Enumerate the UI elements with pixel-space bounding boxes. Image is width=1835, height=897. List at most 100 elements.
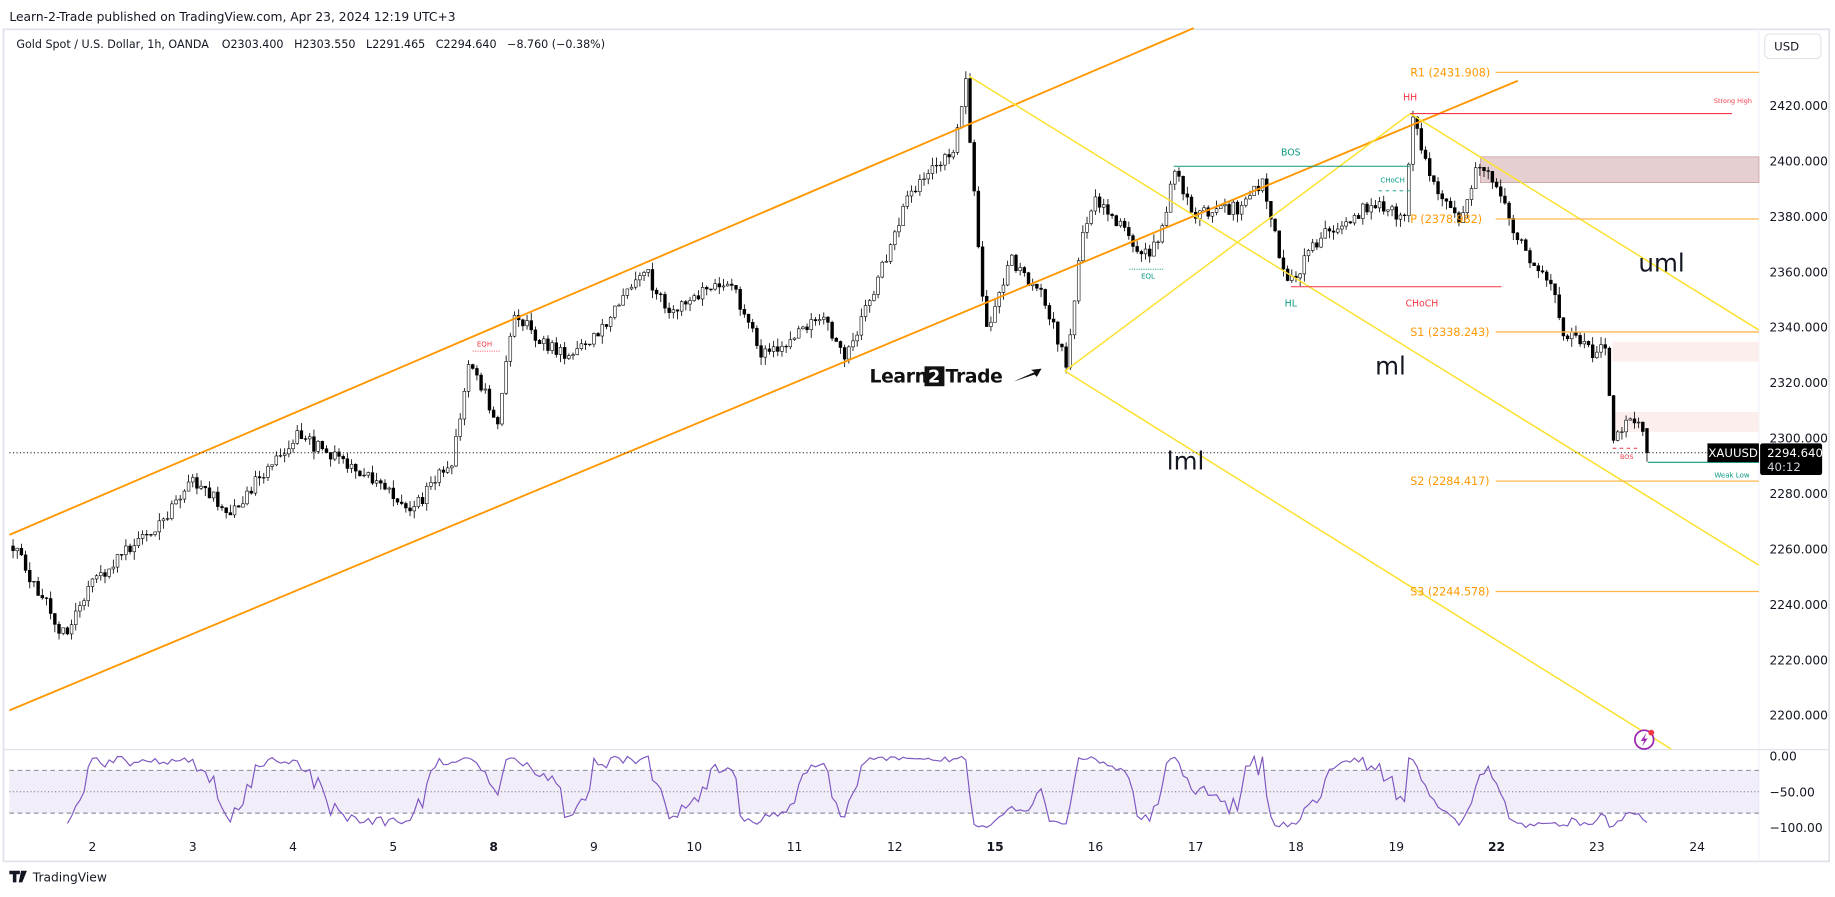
- candle: [341, 454, 345, 464]
- candle-body: [19, 547, 24, 556]
- candle: [537, 338, 542, 345]
- candle-body: [1586, 341, 1591, 346]
- ascending-channel[interactable]: [8, 27, 1519, 712]
- candle-body: [387, 487, 391, 490]
- candle: [136, 531, 141, 549]
- candle: [1327, 226, 1332, 239]
- candle: [755, 325, 759, 349]
- price-tick-label: 2340.000: [1769, 321, 1828, 335]
- time-axis[interactable]: 2 3 4 5 8 9 10 11 12 15 16 17 18 19 22 23 24: [89, 840, 1706, 854]
- candle-body: [224, 507, 228, 513]
- candle: [592, 332, 596, 348]
- candle: [1553, 283, 1557, 304]
- candle: [454, 428, 458, 468]
- candle-body: [529, 320, 533, 331]
- candle-body: [1528, 250, 1532, 264]
- candle: [717, 277, 721, 295]
- candle-body: [1114, 215, 1118, 227]
- candle: [379, 478, 383, 490]
- candle: [1110, 212, 1114, 219]
- pivot-label: S3 (2244.578): [1410, 586, 1489, 599]
- candle: [1419, 122, 1424, 154]
- candle-body: [1143, 248, 1148, 255]
- channel-lower-line[interactable]: [9, 79, 1519, 712]
- candle-body: [989, 321, 993, 327]
- candle-body: [521, 319, 525, 327]
- pitchfork[interactable]: [968, 75, 1760, 750]
- candle: [140, 530, 145, 545]
- candle: [638, 272, 642, 287]
- candle: [1177, 167, 1181, 182]
- candle-body: [1135, 246, 1139, 252]
- candle: [809, 312, 813, 338]
- candle: [863, 299, 868, 322]
- candle: [186, 474, 191, 492]
- pitchfork-handle-line[interactable]: [1064, 112, 1411, 372]
- pitchfork-lower-line[interactable]: [1064, 370, 1672, 750]
- candle-body: [1281, 257, 1286, 270]
- candle-body: [328, 452, 333, 460]
- candle: [207, 481, 212, 499]
- candle-body: [11, 545, 15, 552]
- candle: [913, 185, 918, 194]
- time-tick-label: 18: [1288, 840, 1304, 854]
- currency-button[interactable]: USD: [1764, 33, 1822, 60]
- candle-body: [136, 538, 141, 546]
- candle: [132, 538, 136, 560]
- candle-body: [751, 322, 755, 329]
- order-block-lower[interactable]: [1612, 411, 1759, 432]
- candle-body: [207, 487, 212, 499]
- candle: [629, 283, 634, 291]
- current-price-tag[interactable]: XAUUSD 2294.640 40:12: [1707, 443, 1823, 475]
- candle: [1223, 198, 1227, 213]
- price-tick-label: 2200.000: [1769, 709, 1828, 723]
- candle: [822, 312, 826, 325]
- candle-body: [1448, 200, 1453, 208]
- candle-body: [53, 613, 57, 625]
- channel-upper-line[interactable]: [8, 27, 1195, 536]
- pitchfork-median-line[interactable]: [968, 75, 1760, 566]
- order-block-upper[interactable]: [1612, 341, 1759, 362]
- candle-body: [416, 497, 421, 507]
- candle-body: [909, 190, 914, 197]
- candle-body: [475, 368, 479, 376]
- candle-body: [161, 518, 166, 522]
- weak-low-label: Weak Low: [1714, 471, 1750, 480]
- candle: [1085, 216, 1089, 239]
- alert-icon[interactable]: [1634, 729, 1655, 750]
- candle: [1582, 333, 1587, 349]
- candle: [901, 203, 905, 226]
- candle: [1407, 162, 1411, 223]
- candle: [1519, 238, 1524, 244]
- candle: [989, 316, 993, 332]
- candle: [947, 148, 951, 165]
- candle-body: [746, 313, 751, 323]
- candle-body: [462, 390, 467, 420]
- svg-text:Trade: Trade: [946, 367, 1003, 388]
- supply-zone[interactable]: [1479, 156, 1760, 184]
- candle-body: [1469, 188, 1474, 200]
- price-axis[interactable]: 2420.000 2400.000 2380.000 2360.000 2340.000…: [1769, 99, 1828, 723]
- candle: [1628, 417, 1632, 421]
- pitchfork-upper-line[interactable]: [1409, 112, 1760, 331]
- candle: [483, 383, 487, 394]
- choch-small-label: CHoCH: [1380, 176, 1405, 185]
- candle: [1586, 340, 1591, 348]
- candle: [571, 352, 575, 360]
- candle-body: [282, 453, 287, 456]
- candle: [479, 372, 483, 393]
- candle-body: [985, 296, 989, 327]
- candle: [61, 627, 65, 636]
- candle: [228, 504, 233, 516]
- candle: [337, 448, 341, 465]
- candle: [437, 468, 441, 487]
- candle: [1636, 417, 1641, 429]
- candle-body: [1043, 289, 1047, 306]
- candle-body: [1532, 262, 1536, 266]
- candle-body: [1051, 318, 1056, 323]
- legend-change: −8.760 (−0.38%): [507, 38, 605, 51]
- candle: [1599, 337, 1603, 358]
- candle-body: [1536, 265, 1541, 272]
- candle: [909, 185, 914, 203]
